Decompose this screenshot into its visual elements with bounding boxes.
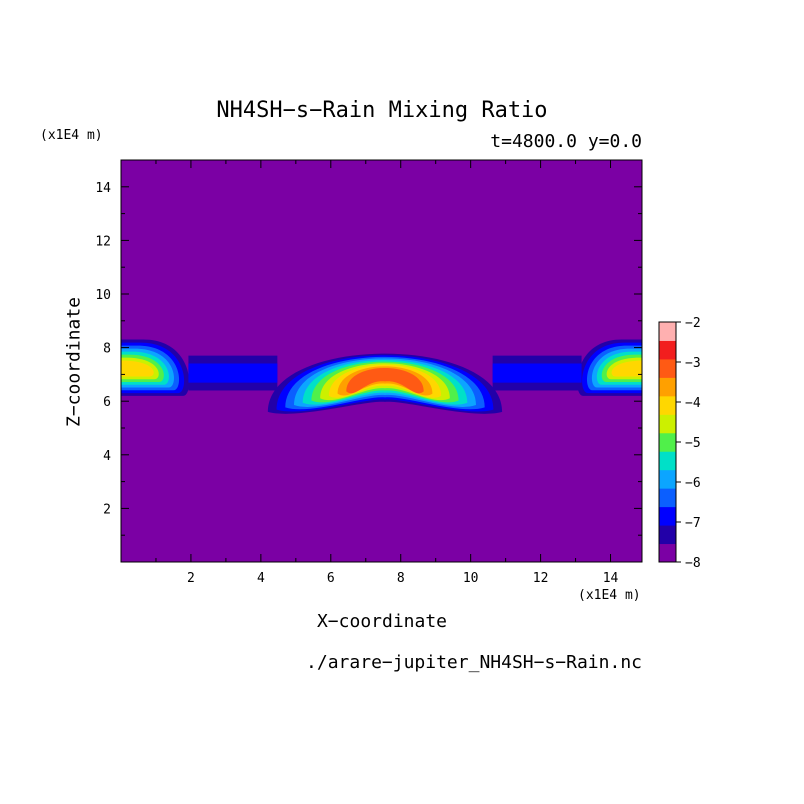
colorbar-tick-label: −3 [685,356,701,371]
contour-band [121,360,154,377]
x-tick-label: 6 [327,571,335,586]
chart-subtitle: t=4800.0 y=0.0 [490,131,642,152]
y-tick-label: 4 [103,449,111,464]
colorbar-tick-label: −7 [685,516,701,531]
plot-area [121,160,642,562]
z-axis-unit: (x1E4 m) [40,128,103,143]
colorbar-segment [659,525,676,545]
x-tick-label: 12 [533,571,549,586]
contour-band [188,363,278,383]
plot-border [120,159,643,563]
colorbar-segment [659,395,676,415]
colorbar-segment [659,340,676,360]
x-tick-label: 10 [463,571,479,586]
x-axis-unit: (x1E4 m) [578,588,641,603]
x-axis-label: X−coordinate [316,611,448,632]
colorbar-segment [659,451,676,471]
y-tick-label: 8 [103,342,111,357]
x-tick-label: 14 [603,571,619,586]
colorbar-segment [659,506,676,526]
y-tick-label: 2 [103,502,111,517]
colorbar: −2 −3 −4 −5 −6 −7 −8 [658,316,701,571]
x-axis-ticks: 2 4 6 8 10 12 14 [155,160,619,586]
y-axis-ticks: 2 4 6 8 10 12 14 [95,181,642,536]
contour-band [611,360,642,377]
plot-frame [120,159,643,563]
colorbar-segment [659,488,676,508]
source-file-label: ./arare−jupiter_NH4SH−s−Rain.nc [306,652,642,673]
chart-title: NH4SH−s−Rain Mixing Ratio [216,98,548,123]
x-tick-label: 4 [257,571,265,586]
colorbar-segment [659,377,676,397]
y-tick-label: 10 [95,288,111,303]
x-tick-label: 2 [187,571,195,586]
contour-left-edge-layer [121,339,190,396]
colorbar-segment [659,469,676,489]
colorbar-tick-label: −2 [685,316,701,331]
colorbar-segment [659,322,676,341]
x-tick-label: 8 [397,571,405,586]
contour-band [346,367,424,394]
colorbar-segment [659,432,676,452]
y-tick-label: 6 [103,395,111,410]
contour-thin-band-left [188,355,278,391]
colorbar-tick-label: −4 [685,396,701,411]
contour-band [492,363,582,383]
contour-layers [121,339,642,414]
colorbar-tick-label: −8 [685,556,701,571]
y-tick-label: 14 [95,181,111,196]
contour-thin-band-right [492,355,582,391]
colorbar-segment [659,543,676,563]
colorbar-segment [659,414,676,434]
contour-central-dome [267,353,503,414]
colorbar-tick-label: −6 [685,476,701,491]
y-tick-label: 12 [95,234,111,249]
colorbar-tick-label: −5 [685,436,701,451]
contour-right-edge-layer [577,339,642,396]
colorbar-segment [659,358,676,378]
